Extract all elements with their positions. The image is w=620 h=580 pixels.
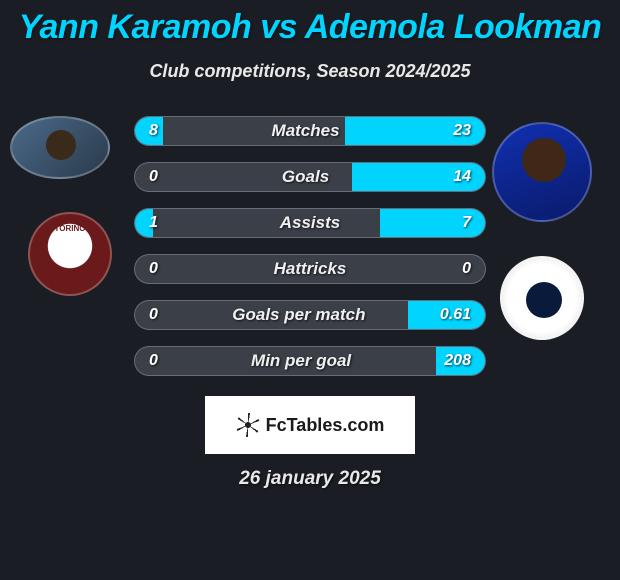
stat-value-right: 0 <box>462 260 471 278</box>
stat-value-left: 1 <box>149 214 158 232</box>
stat-value-right: 0.61 <box>440 306 471 324</box>
stat-label: Min per goal <box>251 351 351 371</box>
snapshot-date: 26 january 2025 <box>0 468 620 490</box>
stat-label: Matches <box>272 121 340 141</box>
stat-value-left: 0 <box>149 306 158 324</box>
stat-label: Goals <box>282 167 329 187</box>
comparison-area: 8 Matches 23 0 Goals 14 1 Assists 7 0 Hattricks 0 0 G… <box>0 104 620 384</box>
player1-avatar <box>10 116 110 179</box>
player2-avatar <box>492 122 592 222</box>
stat-row: 1 Assists 7 <box>134 208 486 238</box>
stat-row: 0 Goals 14 <box>134 162 486 192</box>
stat-label: Assists <box>280 213 340 233</box>
player1-club-badge <box>28 212 112 296</box>
stat-value-right: 14 <box>453 168 471 186</box>
stat-value-right: 23 <box>453 122 471 140</box>
source-logo: FcTables.com <box>205 396 415 454</box>
stat-value-left: 0 <box>149 168 158 186</box>
football-icon <box>236 413 260 437</box>
stat-value-left: 8 <box>149 122 158 140</box>
stat-row: 0 Min per goal 208 <box>134 346 486 376</box>
stat-value-right: 208 <box>444 352 471 370</box>
stat-row: 0 Goals per match 0.61 <box>134 300 486 330</box>
stat-row: 8 Matches 23 <box>134 116 486 146</box>
stat-label: Goals per match <box>232 305 365 325</box>
stat-rows: 8 Matches 23 0 Goals 14 1 Assists 7 0 Hattricks 0 0 G… <box>134 116 486 392</box>
stat-row: 0 Hattricks 0 <box>134 254 486 284</box>
page-title: Yann Karamoh vs Ademola Lookman <box>0 0 620 47</box>
stat-label: Hattricks <box>274 259 347 279</box>
subtitle: Club competitions, Season 2024/2025 <box>0 61 620 82</box>
player2-club-badge <box>500 256 584 340</box>
source-logo-text: FcTables.com <box>266 415 385 436</box>
stat-value-left: 0 <box>149 260 158 278</box>
stat-value-left: 0 <box>149 352 158 370</box>
stat-value-right: 7 <box>462 214 471 232</box>
